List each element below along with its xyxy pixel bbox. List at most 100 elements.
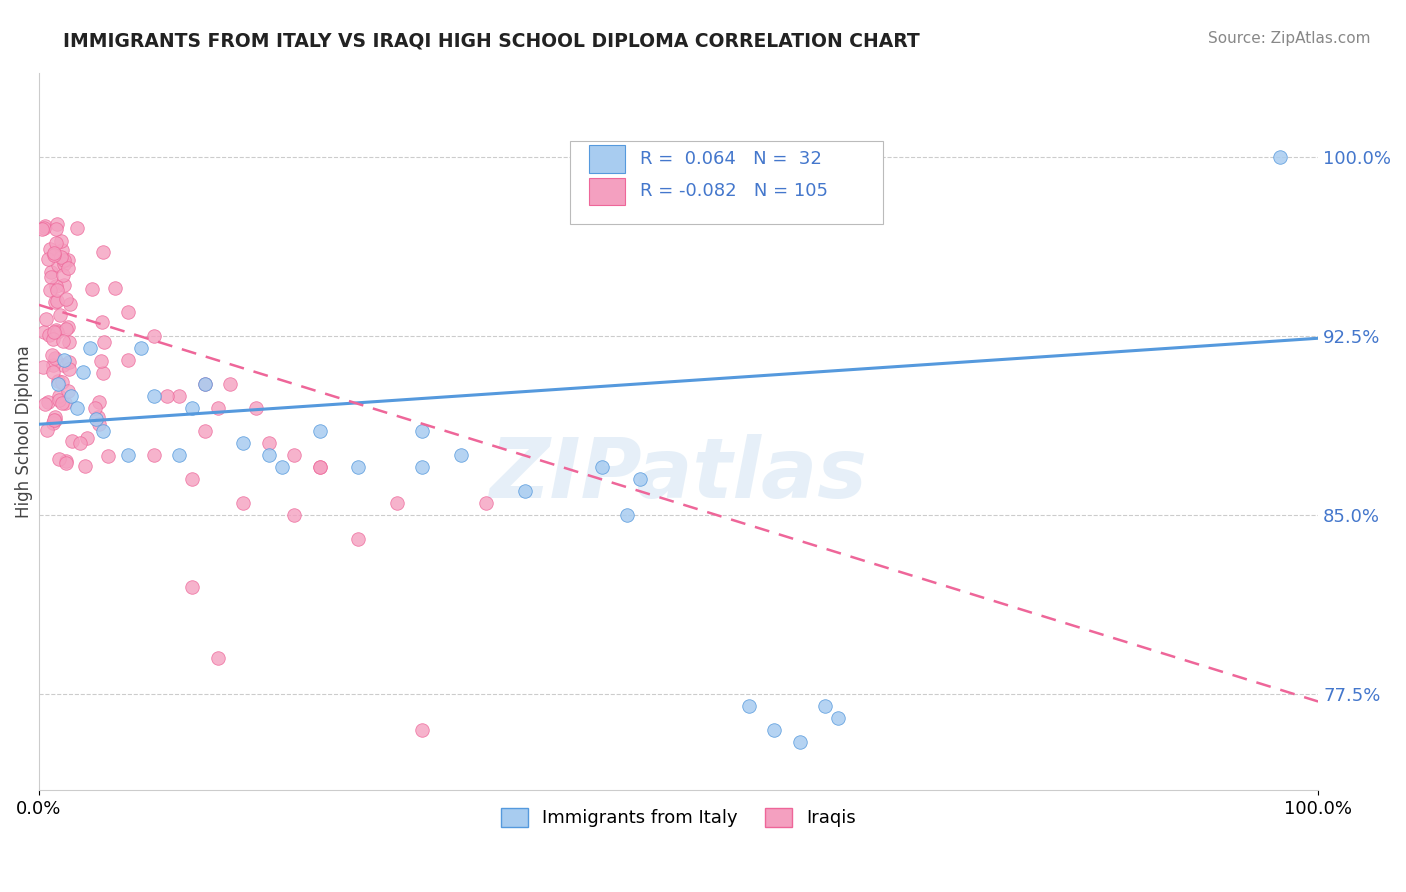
Point bbox=[97, 449, 120, 463]
Point bbox=[52, 257, 75, 271]
Point bbox=[181, 580, 204, 594]
Point bbox=[232, 436, 254, 450]
Point bbox=[69, 436, 91, 450]
Point bbox=[52, 334, 75, 348]
FancyBboxPatch shape bbox=[569, 141, 883, 224]
Point bbox=[91, 366, 114, 380]
Point bbox=[52, 268, 75, 282]
Point bbox=[90, 316, 112, 330]
Point bbox=[60, 434, 83, 448]
Point bbox=[53, 277, 76, 292]
Point bbox=[48, 389, 70, 403]
Point bbox=[55, 292, 77, 306]
Point bbox=[45, 236, 67, 251]
Point bbox=[45, 323, 67, 337]
Point bbox=[46, 326, 69, 340]
Point bbox=[37, 423, 59, 437]
Point bbox=[72, 365, 94, 379]
Point bbox=[31, 222, 53, 236]
Point bbox=[44, 409, 66, 424]
Point bbox=[58, 354, 80, 368]
Point bbox=[32, 325, 55, 339]
Point bbox=[763, 723, 786, 738]
Point bbox=[66, 401, 89, 415]
Point bbox=[181, 401, 204, 415]
Point bbox=[80, 282, 103, 296]
Point bbox=[42, 416, 65, 430]
Point bbox=[738, 699, 761, 714]
Text: Source: ZipAtlas.com: Source: ZipAtlas.com bbox=[1208, 31, 1371, 46]
Point bbox=[87, 395, 110, 409]
Point bbox=[44, 295, 66, 310]
Point bbox=[117, 448, 139, 462]
Point bbox=[35, 312, 58, 326]
Point bbox=[32, 359, 55, 374]
Point bbox=[51, 244, 73, 258]
Point bbox=[48, 452, 70, 467]
Point bbox=[37, 252, 59, 267]
Point bbox=[232, 496, 254, 510]
Point bbox=[142, 448, 165, 462]
Point bbox=[48, 392, 70, 407]
Point bbox=[76, 431, 98, 445]
Point bbox=[55, 322, 77, 336]
Point bbox=[44, 413, 66, 427]
Point bbox=[283, 448, 305, 462]
Point bbox=[34, 397, 56, 411]
Point bbox=[83, 401, 105, 415]
Point bbox=[55, 454, 77, 468]
Point bbox=[42, 246, 65, 260]
Point bbox=[45, 222, 67, 236]
Point bbox=[56, 253, 79, 268]
Text: R = -0.082   N = 105: R = -0.082 N = 105 bbox=[640, 182, 828, 201]
Point bbox=[155, 388, 177, 402]
Y-axis label: High School Diploma: High School Diploma bbox=[15, 345, 32, 518]
Point bbox=[142, 388, 165, 402]
Point bbox=[142, 329, 165, 343]
Point bbox=[46, 374, 69, 388]
Point bbox=[79, 341, 101, 355]
Point bbox=[129, 341, 152, 355]
Point bbox=[169, 388, 191, 402]
Text: IMMIGRANTS FROM ITALY VS IRAQI HIGH SCHOOL DIPLOMA CORRELATION CHART: IMMIGRANTS FROM ITALY VS IRAQI HIGH SCHO… bbox=[63, 31, 920, 50]
Point bbox=[49, 308, 72, 322]
Point bbox=[181, 472, 204, 486]
Point bbox=[66, 221, 89, 235]
Point bbox=[309, 460, 332, 475]
Point bbox=[628, 472, 651, 486]
Point bbox=[347, 532, 370, 546]
Point bbox=[513, 484, 536, 499]
Point bbox=[591, 460, 613, 475]
Point bbox=[84, 412, 107, 426]
Point bbox=[41, 365, 63, 379]
Point bbox=[245, 401, 267, 415]
FancyBboxPatch shape bbox=[589, 145, 624, 173]
Point bbox=[46, 376, 69, 391]
Point bbox=[34, 221, 56, 235]
Point bbox=[270, 460, 292, 475]
Point bbox=[42, 358, 65, 372]
Point bbox=[39, 265, 62, 279]
Point bbox=[42, 248, 65, 262]
Point bbox=[169, 448, 191, 462]
Point bbox=[257, 448, 280, 462]
Point bbox=[1268, 150, 1291, 164]
Point bbox=[46, 293, 69, 308]
Point bbox=[411, 460, 433, 475]
FancyBboxPatch shape bbox=[589, 178, 624, 205]
Point bbox=[194, 425, 217, 439]
Point bbox=[56, 384, 79, 398]
Point bbox=[207, 401, 229, 415]
Point bbox=[117, 305, 139, 319]
Point bbox=[117, 352, 139, 367]
Point bbox=[411, 723, 433, 738]
Point bbox=[58, 335, 80, 350]
Point bbox=[87, 409, 110, 424]
Point bbox=[194, 376, 217, 391]
Point bbox=[45, 279, 67, 293]
Point bbox=[58, 361, 80, 376]
Point bbox=[385, 496, 408, 510]
Point bbox=[219, 376, 242, 391]
Point bbox=[39, 270, 62, 285]
Point bbox=[42, 333, 65, 347]
